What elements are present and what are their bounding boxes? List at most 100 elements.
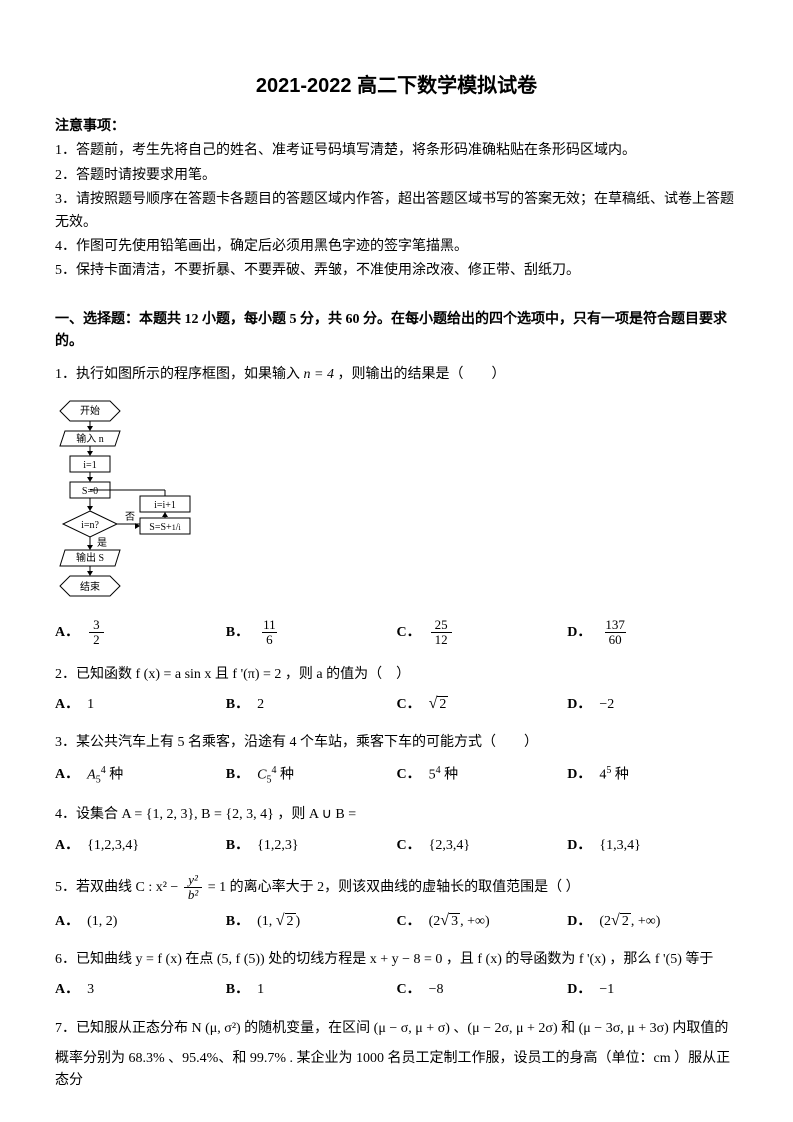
fraction-icon: y² b² <box>184 873 202 903</box>
opt-label-a: A． <box>55 764 79 786</box>
frac-den: 12 <box>431 632 452 647</box>
option-d: D． {1,3,4} <box>567 835 738 857</box>
option-d: D． (2√2, +∞) <box>567 911 738 933</box>
radical-icon: √ <box>429 696 438 712</box>
radical-icon: √ <box>276 913 285 929</box>
question-7-line1: 7．已知服从正态分布 N (μ, σ²) 的随机变量，在区间 (μ − σ, μ… <box>55 1018 738 1040</box>
opt-label-a: A． <box>55 911 79 933</box>
opt-value: {2,3,4} <box>429 835 470 857</box>
flow-end: 结束 <box>80 580 100 593</box>
opt-label-d: D． <box>567 622 591 644</box>
opt-label-c: C． <box>397 911 421 933</box>
opt-value: C54 种 <box>257 763 294 788</box>
flow-sum: S=S+1/i <box>149 522 181 533</box>
opt-label-d: D． <box>567 911 591 933</box>
notice-item: 2．答题时请按要求用笔。 <box>55 165 738 187</box>
flow-cond: i=n? <box>81 520 99 531</box>
opt-label-b: B． <box>226 911 249 933</box>
sqrt-arg: 3 <box>449 913 460 931</box>
option-c: C． 54 种 <box>397 763 568 788</box>
opt-value: A54 种 <box>87 763 123 788</box>
q3-options: A． A54 种 B． C54 种 C． 54 种 D． 45 种 <box>55 763 738 788</box>
question-1: 1．执行如图所示的程序框图，如果输入 n = 4 ，则输出的结果是（ ） <box>55 364 738 386</box>
opt-label-b: B． <box>226 835 249 857</box>
notice-item: 3．请按照题号顺序在答题卡各题目的答题区域内作答，超出答题区域书写的答案无效；在… <box>55 189 738 234</box>
opt-label-d: D． <box>567 694 591 716</box>
flow-input: 输入 n <box>76 432 104 445</box>
sqrt-icon: √2 <box>429 696 449 714</box>
fraction-icon: 3 2 <box>89 618 104 648</box>
option-c: C． {2,3,4} <box>397 835 568 857</box>
opt-label-c: C． <box>397 694 421 716</box>
opt-value: 1 <box>257 979 264 1001</box>
q1-nvalue: n = 4 <box>304 367 334 382</box>
option-d: D． 137 60 <box>567 618 738 648</box>
opt-value: −8 <box>429 979 444 1001</box>
option-b: B． (1, √2) <box>226 911 397 933</box>
opt-label-c: C． <box>397 764 421 786</box>
opt-value: (2√3, +∞) <box>429 911 490 933</box>
opt-label-d: D． <box>567 835 591 857</box>
q1-options: A． 3 2 B． 11 6 C． 25 12 D． 137 60 <box>55 618 738 648</box>
q1-text-post: ，则输出的结果是（ ） <box>334 367 506 382</box>
q1-text-pre: 1．执行如图所示的程序框图，如果输入 <box>55 367 304 382</box>
flowchart: 开始 输入 n i=1 S=0 i=n? 否 i=i+1 S=S+1/i <box>55 396 738 606</box>
option-b: B．1 <box>226 979 397 1001</box>
opt-value: {1,3,4} <box>599 835 640 857</box>
opt-label-b: B． <box>226 764 249 786</box>
option-c: C． √2 <box>397 694 568 716</box>
option-d: D． 45 种 <box>567 763 738 788</box>
flow-start: 开始 <box>80 404 100 417</box>
question-2: 2．已知函数 f (x) = a sin x 且 f '(π) = 2 ，则 a… <box>55 664 738 686</box>
q2-options: A． 1 B．2 C． √2 D．−2 <box>55 694 738 716</box>
q5-post: = 1 的离心率大于 2，则该双曲线的虚轴长的取值范围是（ ） <box>208 880 580 895</box>
radical-icon: √ <box>440 913 449 929</box>
q5-pre: 5．若双曲线 C : x² − <box>55 880 182 895</box>
notice-item: 4．作图可先使用铅笔画出，确定后必须用黑色字迹的签字笔描黑。 <box>55 236 738 258</box>
q5-options: A．(1, 2) B． (1, √2) C． (2√3, +∞) D． (2√2… <box>55 911 738 933</box>
option-a: A． 3 2 <box>55 618 226 648</box>
opt-label-d: D． <box>567 979 591 1001</box>
question-4: 4．设集合 A = {1, 2, 3}, B = {2, 3, 4} ，则 A … <box>55 804 738 826</box>
opt-value: {1,2,3,4} <box>87 835 139 857</box>
opt-value: {1,2,3} <box>257 835 298 857</box>
opt-value: 1 <box>87 694 94 716</box>
opt-label-d: D． <box>567 764 591 786</box>
opt-value: 45 种 <box>599 763 629 787</box>
sqrt-arg: 2 <box>620 913 631 931</box>
opt-value: 3 <box>87 979 94 1001</box>
interval-post: , +∞) <box>631 914 661 929</box>
option-a: A．{1,2,3,4} <box>55 835 226 857</box>
option-c: C． (2√3, +∞) <box>397 911 568 933</box>
radical-icon: √ <box>611 913 620 929</box>
interval-pre: (2 <box>429 914 441 929</box>
option-c: C． 25 12 <box>397 618 568 648</box>
sqrt-icon: √2 <box>276 913 296 931</box>
frac-num: 25 <box>431 618 452 632</box>
frac-den: 2 <box>89 632 104 647</box>
option-a: A． 1 <box>55 694 226 716</box>
opt-value: −1 <box>599 979 614 1001</box>
opt-value: (1, 2) <box>87 911 117 933</box>
option-a: A． A54 种 <box>55 763 226 788</box>
opt-label-c: C． <box>397 835 421 857</box>
interval-post: ) <box>296 914 301 929</box>
option-b: B．2 <box>226 694 397 716</box>
sqrt-icon: √2 <box>611 913 631 931</box>
opt-label-a: A． <box>55 694 79 716</box>
opt-value: (1, √2) <box>257 911 300 933</box>
opt-label-a: A． <box>55 622 79 644</box>
question-7-line2: 概率分别为 68.3% 、95.4%、和 99.7% . 某企业为 1000 名… <box>55 1048 738 1093</box>
frac-den: 6 <box>262 632 277 647</box>
flow-out: 输出 S <box>76 551 104 564</box>
notice-heading: 注意事项： <box>55 116 738 138</box>
opt-label-c: C． <box>397 979 421 1001</box>
notice-item: 1．答题前，考生先将自己的姓名、准考证号码填写清楚，将条形码准确粘贴在条形码区域… <box>55 140 738 162</box>
flow-yes: 是 <box>97 537 107 549</box>
page-title: 2021-2022 高二下数学模拟试卷 <box>55 70 738 102</box>
opt-value: 54 种 <box>429 763 459 787</box>
option-d: D．−2 <box>567 694 738 716</box>
opt-label-c: C． <box>397 622 421 644</box>
fraction-icon: 137 60 <box>601 618 629 648</box>
opt-label-a: A． <box>55 979 79 1001</box>
